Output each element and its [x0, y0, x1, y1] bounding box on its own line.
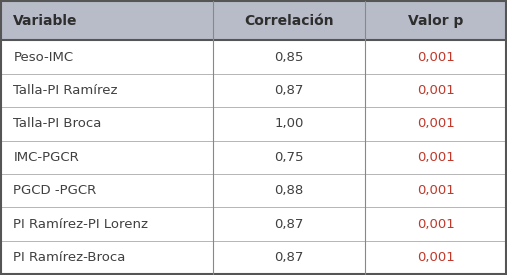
Bar: [365, 141, 506, 174]
Bar: [213, 174, 365, 207]
Bar: [365, 74, 506, 107]
Bar: [365, 107, 506, 141]
Text: 0,001: 0,001: [417, 117, 454, 130]
Text: 0,001: 0,001: [417, 184, 454, 197]
Bar: [1, 207, 213, 241]
Bar: [365, 241, 506, 274]
Text: Talla-PI Ramírez: Talla-PI Ramírez: [13, 84, 118, 97]
Bar: [213, 1, 365, 40]
Text: PI Ramírez-PI Lorenz: PI Ramírez-PI Lorenz: [13, 218, 149, 231]
Bar: [213, 74, 365, 107]
Bar: [1, 174, 213, 207]
Bar: [1, 40, 213, 74]
Bar: [213, 40, 365, 74]
Text: Valor p: Valor p: [408, 13, 463, 28]
Text: IMC-PGCR: IMC-PGCR: [13, 151, 79, 164]
Bar: [365, 174, 506, 207]
Text: 0,001: 0,001: [417, 151, 454, 164]
Text: 1,00: 1,00: [274, 117, 304, 130]
Text: 0,85: 0,85: [274, 51, 304, 64]
Bar: [365, 1, 506, 40]
Bar: [365, 207, 506, 241]
Bar: [213, 107, 365, 141]
Text: Peso-IMC: Peso-IMC: [13, 51, 74, 64]
Bar: [1, 141, 213, 174]
Text: 0,87: 0,87: [274, 251, 304, 264]
Text: 0,87: 0,87: [274, 84, 304, 97]
Text: 0,001: 0,001: [417, 51, 454, 64]
Text: 0,88: 0,88: [274, 184, 304, 197]
Text: Variable: Variable: [13, 13, 78, 28]
Text: 0,001: 0,001: [417, 84, 454, 97]
Bar: [1, 1, 213, 40]
Text: PGCD -PGCR: PGCD -PGCR: [13, 184, 97, 197]
Bar: [1, 74, 213, 107]
Text: 0,001: 0,001: [417, 218, 454, 231]
Bar: [1, 241, 213, 274]
Bar: [365, 40, 506, 74]
Bar: [1, 107, 213, 141]
Bar: [213, 141, 365, 174]
Text: 0,75: 0,75: [274, 151, 304, 164]
Text: 0,87: 0,87: [274, 218, 304, 231]
Bar: [213, 241, 365, 274]
Text: 0,001: 0,001: [417, 251, 454, 264]
Bar: [213, 207, 365, 241]
Text: Correlación: Correlación: [244, 13, 334, 28]
Text: Talla-PI Broca: Talla-PI Broca: [13, 117, 102, 130]
Text: PI Ramírez-Broca: PI Ramírez-Broca: [13, 251, 126, 264]
